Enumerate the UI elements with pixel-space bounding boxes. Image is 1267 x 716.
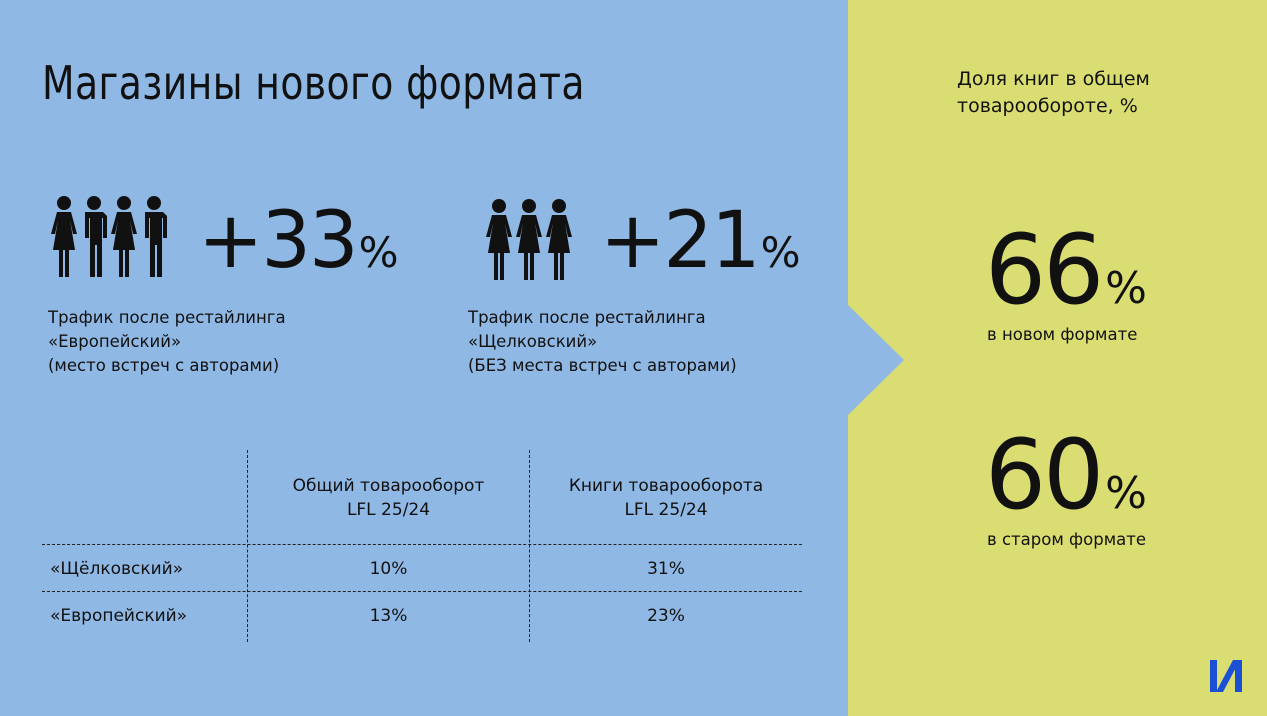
brand-logo-icon [1209, 660, 1243, 696]
traffic-stat-2: +21% [600, 196, 801, 286]
left-panel [0, 0, 848, 716]
traffic-caption-2: Трафик после рестайлинга «Щелковский» (Б… [468, 308, 737, 375]
share-old-label: в старом формате [987, 530, 1147, 549]
arrow-notch [848, 305, 904, 415]
table-header-total: Общий товарооборот LFL 25/24 [292, 476, 485, 520]
table-divider [42, 591, 802, 592]
four-people-icon [48, 195, 174, 279]
share-old-value: 60% [985, 419, 1147, 531]
table-row-name: «Щёлковский» [50, 559, 184, 579]
table-divider [247, 450, 248, 642]
share-title: Доля книг в общем товарообороте, % [957, 68, 1150, 117]
share-new-value: 66% [985, 214, 1147, 326]
right-panel [848, 0, 1267, 716]
lfl-table: Общий товарооборот LFL 25/24 Книги товар… [42, 450, 802, 642]
share-new-label: в новом формате [987, 325, 1138, 344]
table-row-name: «Европейский» [50, 606, 188, 626]
table-cell: 10% [369, 559, 408, 579]
table-cell: 13% [369, 606, 408, 626]
three-women-icon [483, 198, 575, 282]
table-cell: 23% [647, 606, 685, 626]
traffic-stat-1: +33% [198, 196, 399, 286]
table-header-books: Книги товарооборота LFL 25/24 [568, 476, 764, 520]
page-title: Магазины нового формата [42, 56, 585, 110]
table-divider [529, 450, 530, 642]
traffic-caption-1: Трафик после рестайлинга «Европейский» (… [48, 308, 286, 375]
table-divider [42, 544, 802, 545]
table-cell: 31% [647, 559, 685, 579]
